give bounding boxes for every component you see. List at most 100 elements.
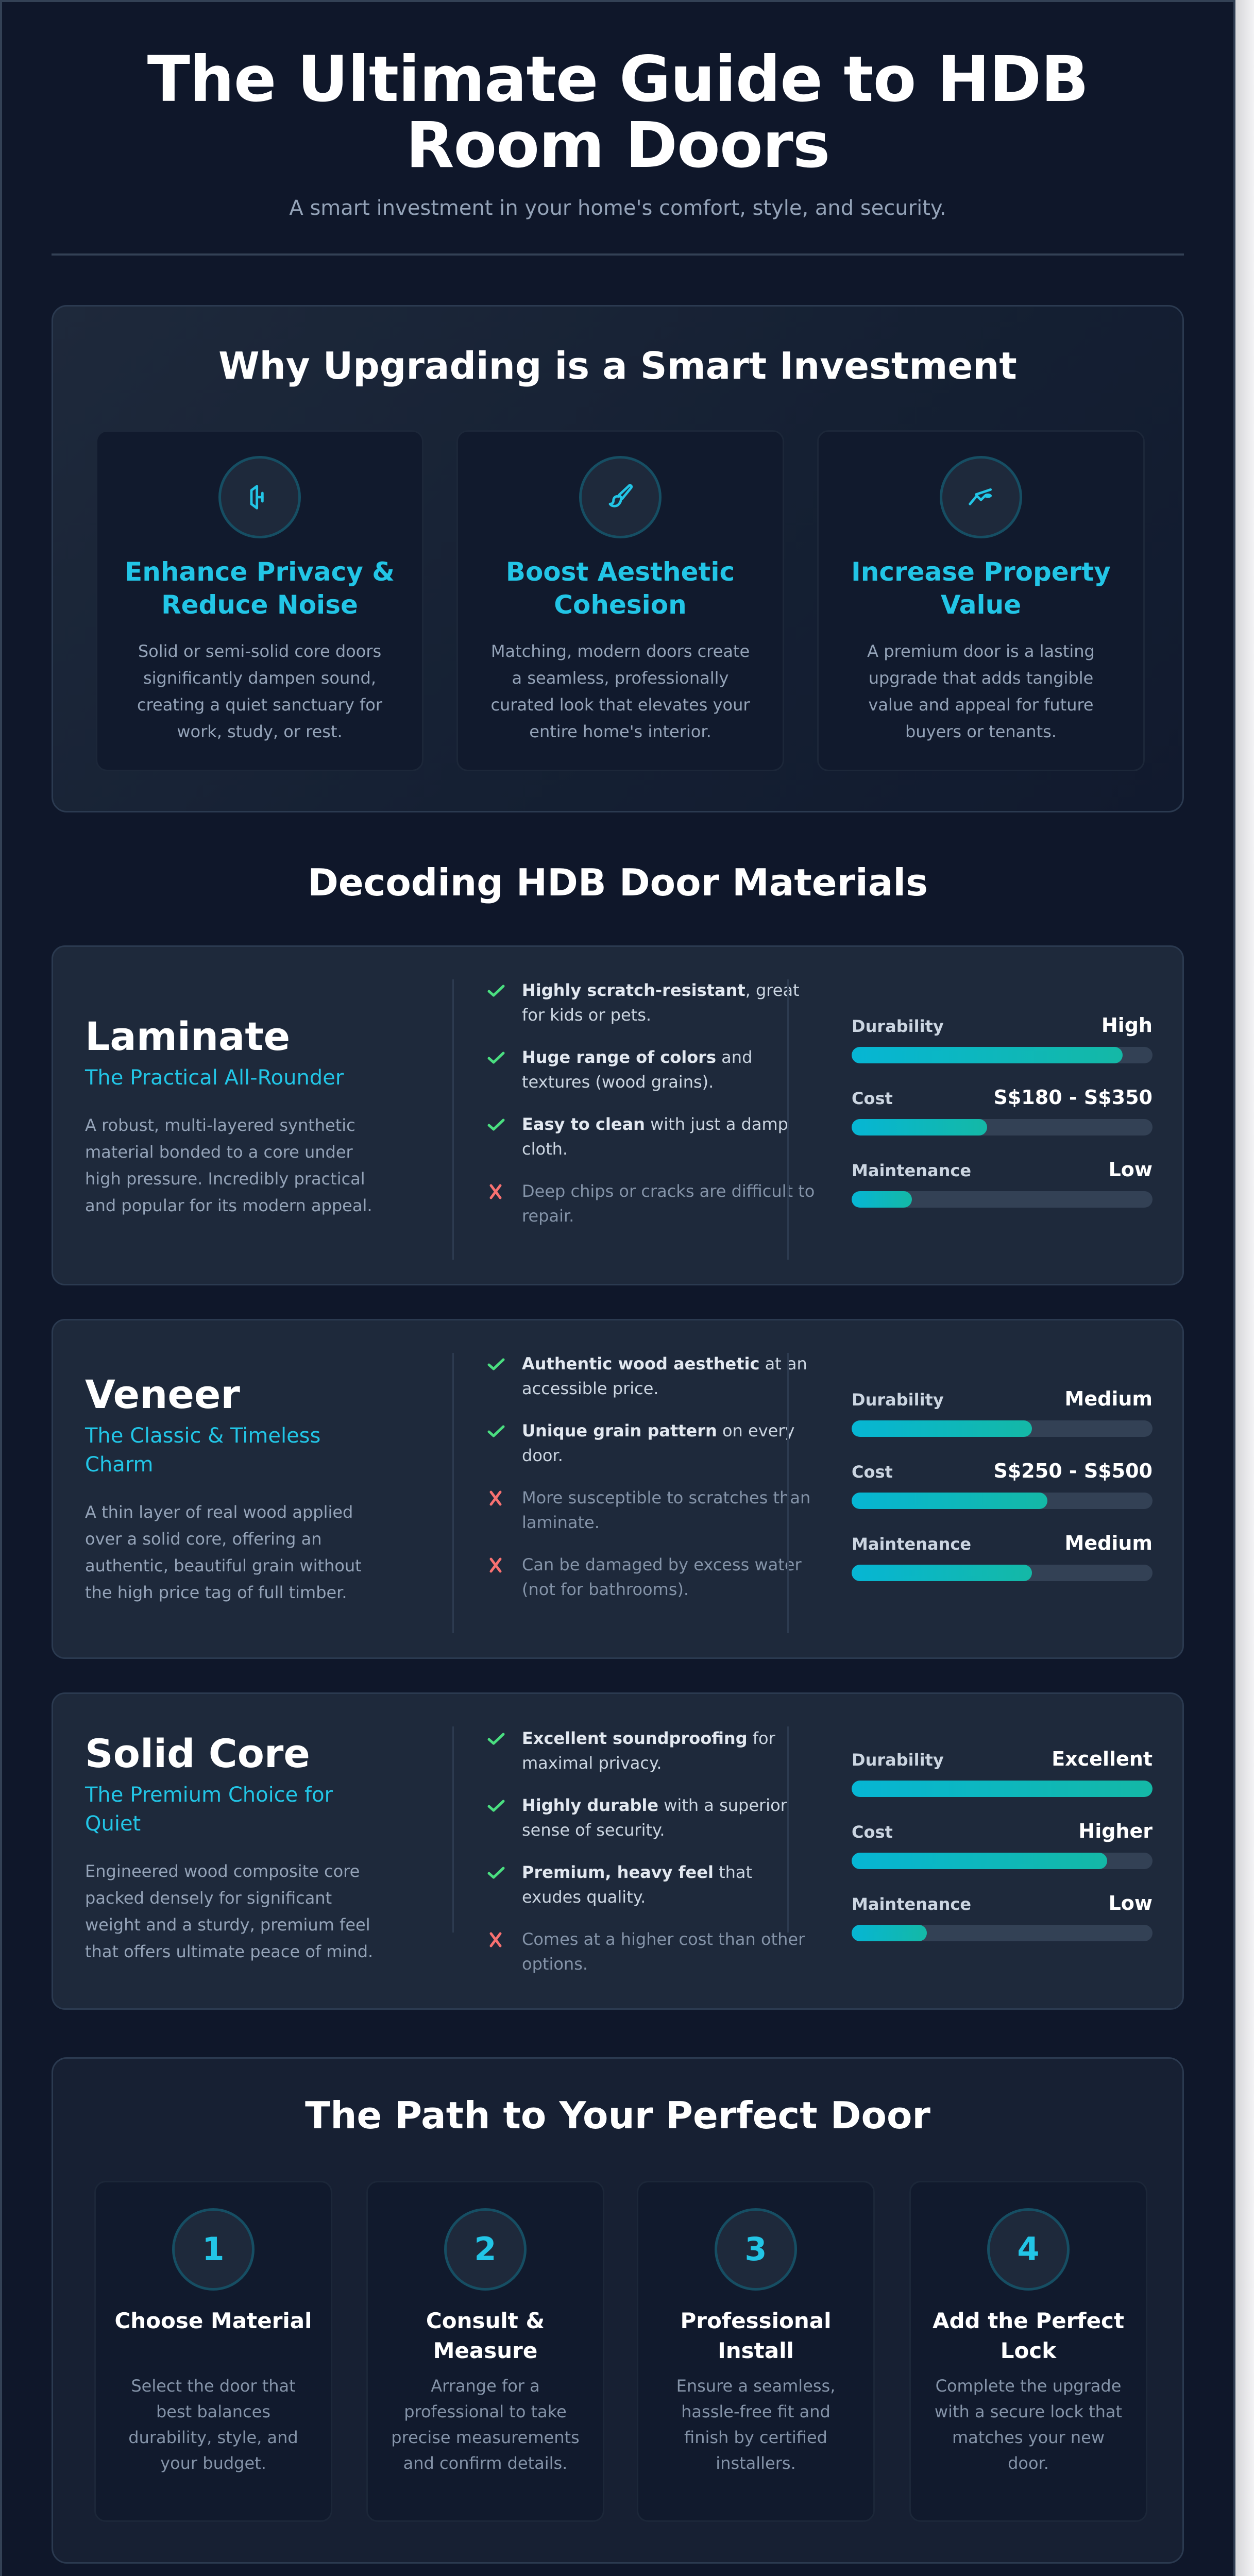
material-card-veneer: Veneer The Classic & Timeless Charm A th… [52, 1319, 1184, 1659]
page-shadow [1235, 0, 1254, 2576]
progress-bar [852, 1925, 1153, 1941]
page-title: The Ultimate Guide to HDB Room Doors [147, 43, 1089, 182]
stats-panel: Durability Excellent Cost Higher Maintenan… [852, 1748, 1153, 1964]
material-tagline: The Practical All-Rounder [85, 1066, 344, 1090]
con-item: Deep chips or cracks are difficult to re… [486, 1179, 816, 1228]
pro-item: Excellent soundproofing for maximal priv… [486, 1726, 816, 1775]
step-title: Add the Perfect Lock [932, 2308, 1125, 2363]
cross-icon [489, 1184, 502, 1199]
benefits-title: Why Upgrading is a Smart Investment [218, 344, 1017, 387]
column-divider [452, 1726, 454, 1933]
progress-bar [852, 1565, 1153, 1581]
trending-up-icon [940, 456, 1022, 538]
column-divider [787, 1726, 789, 1933]
check-icon [487, 985, 505, 997]
benefit-title: Enhance Privacy & Reduce Noise [125, 557, 395, 620]
stat-maintenance: Maintenance Low [852, 1158, 1153, 1208]
check-icon [487, 1052, 505, 1064]
step-title: Consult & Measure [426, 2308, 545, 2363]
materials-title: Decoding HDB Door Materials [308, 861, 928, 904]
path-title: The Path to Your Perfect Door [305, 2094, 930, 2137]
stat-cost: Cost S$180 - S$350 [852, 1086, 1153, 1136]
material-description: A robust, multi-layered synthetic materi… [85, 1115, 372, 1215]
cross-icon [489, 1557, 502, 1573]
cross-icon [489, 1490, 502, 1506]
material-card-solid-core: Solid Core The Premium Choice for Quiet … [52, 1692, 1184, 2010]
benefit-card-aesthetic: Boost Aesthetic Cohesion Matching, moder… [456, 430, 784, 771]
pros-cons-list: Excellent soundproofing for maximal priv… [486, 1726, 816, 1994]
step-title: Professional Install [680, 2308, 832, 2363]
step-description: Complete the upgrade with a secure lock … [934, 2376, 1123, 2473]
pro-item: Highly scratch-resistant, great for kids… [486, 978, 816, 1027]
step-number-badge: 1 [172, 2208, 255, 2291]
progress-bar [852, 1853, 1153, 1869]
check-icon [487, 1425, 505, 1437]
step-description: Ensure a seamless, hassle-free fit and f… [676, 2376, 836, 2473]
con-item: More susceptible to scratches than lamin… [486, 1485, 816, 1535]
con-item: Comes at a higher cost than other option… [486, 1927, 816, 1976]
pro-item: Huge range of colors and textures (wood … [486, 1045, 816, 1094]
step-card-4: 4 Add the Perfect Lock Complete the upgr… [909, 2181, 1147, 2522]
stat-durability: Durability High [852, 1014, 1153, 1063]
progress-bar [852, 1493, 1153, 1509]
check-icon [487, 1867, 505, 1879]
pro-item: Authentic wood aesthetic at an accessibl… [486, 1351, 816, 1401]
benefit-description: Matching, modern doors create a seamless… [490, 641, 750, 741]
pros-cons-list: Highly scratch-resistant, great for kids… [486, 978, 816, 1246]
paintbrush-icon [579, 456, 662, 538]
column-divider [452, 979, 454, 1260]
stat-durability: Durability Excellent [852, 1748, 1153, 1797]
material-tagline: The Premium Choice for Quiet [85, 1783, 333, 1836]
pro-item: Unique grain pattern on every door. [486, 1418, 816, 1468]
step-card-3: 3 Professional Install Ensure a seamless… [637, 2181, 875, 2522]
progress-bar [852, 1781, 1153, 1797]
benefit-card-value: Increase Property Value A premium door i… [817, 430, 1145, 771]
step-description: Arrange for a professional to take preci… [391, 2376, 580, 2473]
step-number-badge: 2 [444, 2208, 527, 2291]
stats-panel: Durability High Cost S$180 - S$350 Mainten… [852, 1014, 1153, 1230]
benefit-title: Boost Aesthetic Cohesion [505, 557, 735, 620]
stat-cost: Cost Higher [852, 1820, 1153, 1869]
benefit-description: Solid or semi-solid core doors significa… [137, 641, 383, 741]
material-tagline: The Classic & Timeless Charm [85, 1424, 321, 1477]
progress-bar [852, 1119, 1153, 1136]
step-card-2: 2 Consult & Measure Arrange for a profes… [366, 2181, 604, 2522]
progress-bar [852, 1420, 1153, 1437]
benefit-description: A premium door is a lasting upgrade that… [867, 641, 1095, 741]
pro-item: Highly durable with a superior sense of … [486, 1793, 816, 1842]
material-name: Laminate [85, 1013, 291, 1059]
page-subtitle: A smart investment in your home's comfor… [289, 196, 946, 220]
header-divider [52, 253, 1184, 256]
cross-icon [489, 1932, 502, 1947]
check-icon [487, 1800, 505, 1812]
progress-bar [852, 1047, 1153, 1063]
column-divider [452, 1353, 454, 1633]
material-card-laminate: Laminate The Practical All-Rounder A rob… [52, 945, 1184, 1285]
step-title: Choose Material [114, 2308, 312, 2333]
material-description: Engineered wood composite core packed de… [85, 1861, 374, 1961]
stat-maintenance: Maintenance Medium [852, 1532, 1153, 1581]
pros-cons-list: Authentic wood aesthetic at an accessibl… [486, 1351, 816, 1619]
stat-cost: Cost S$250 - S$500 [852, 1460, 1153, 1509]
material-name: Solid Core [85, 1731, 310, 1776]
material-name: Veneer [85, 1371, 240, 1417]
check-icon [487, 1358, 505, 1370]
stat-durability: Durability Medium [852, 1387, 1153, 1437]
check-icon [487, 1118, 505, 1131]
benefit-card-privacy: Enhance Privacy & Reduce Noise Solid or … [96, 430, 423, 771]
stat-maintenance: Maintenance Low [852, 1892, 1153, 1941]
door-sound-icon [218, 456, 301, 538]
column-divider [787, 1353, 789, 1633]
progress-bar [852, 1191, 1153, 1208]
pro-item: Premium, heavy feel that exudes quality. [486, 1860, 816, 1909]
path-section: The Path to Your Perfect Door 1 Choose M… [52, 2057, 1184, 2564]
stats-panel: Durability Medium Cost S$250 - S$500 Maint… [852, 1387, 1153, 1604]
check-icon [487, 1733, 505, 1745]
column-divider [787, 979, 789, 1260]
step-number-badge: 3 [715, 2208, 797, 2291]
benefit-title: Increase Property Value [851, 557, 1111, 620]
benefits-section: Why Upgrading is a Smart Investment Enha… [52, 305, 1184, 812]
step-number-badge: 4 [987, 2208, 1070, 2291]
step-card-1: 1 Choose Material Select the door that b… [94, 2181, 332, 2522]
